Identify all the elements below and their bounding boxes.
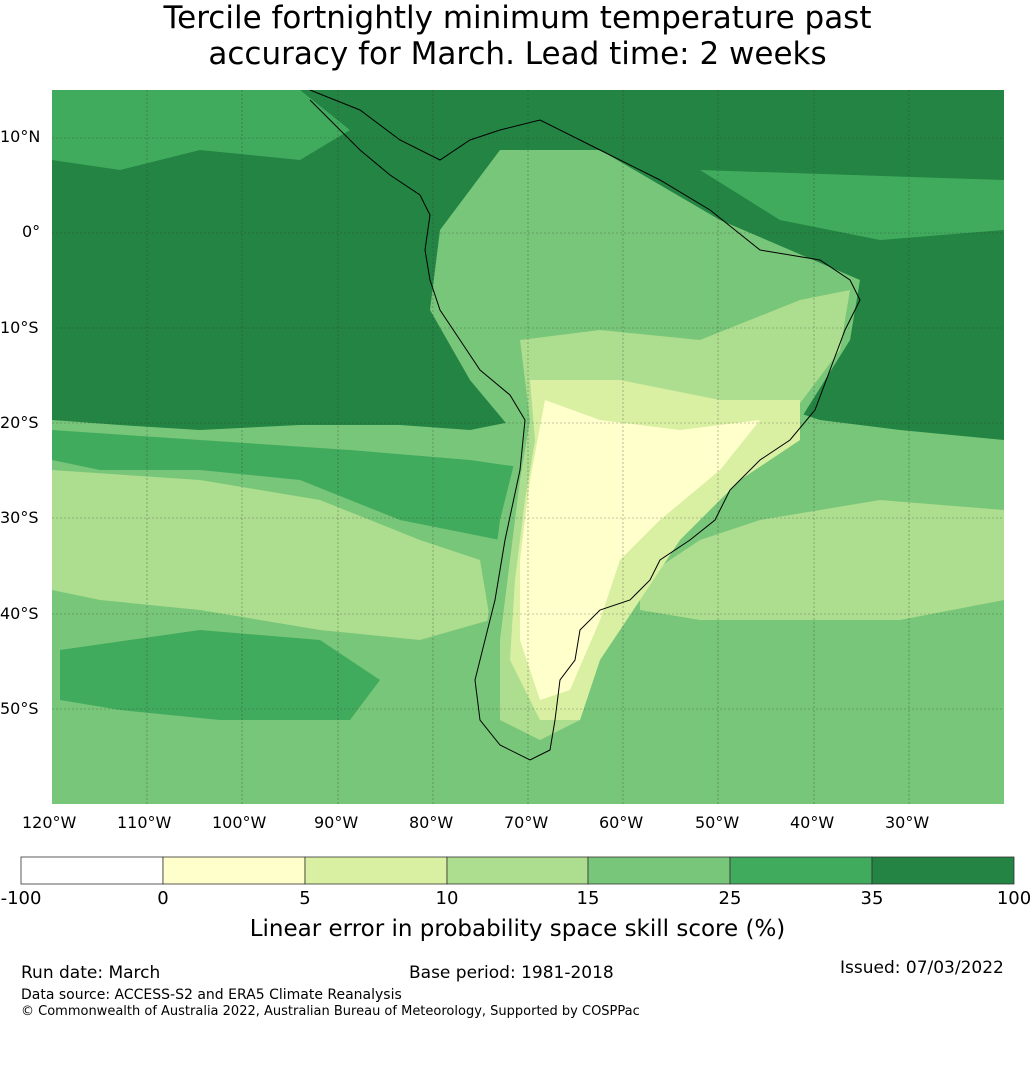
- lat-label-10s: 10°S: [0, 318, 39, 337]
- skill-region-light-west: [52, 470, 490, 640]
- lon-label-110w: 110°W: [117, 813, 172, 832]
- chart-title-line2: accuracy for March. Lead time: 2 weeks: [208, 36, 827, 72]
- issued-date: Issued: 07/03/2022: [840, 958, 1004, 978]
- lon-label-40w: 40°W: [790, 813, 835, 832]
- lat-label-40s: 40°S: [0, 604, 39, 623]
- chart-title-line1: Tercile fortnightly minimum temperature …: [163, 0, 872, 36]
- colorbar-segment-1: [162, 856, 306, 885]
- colorbar-tick-15: 15: [576, 888, 600, 909]
- colorbar-tick-neg100: -100: [0, 888, 42, 909]
- colorbar-segment-6: [871, 856, 1015, 885]
- copyright: © Commonwealth of Australia 2022, Austra…: [21, 1004, 640, 1019]
- skill-region-mid-north: [52, 90, 350, 170]
- lon-label-90w: 90°W: [314, 813, 359, 832]
- graticule: [52, 90, 1004, 804]
- lon-label-100w: 100°W: [212, 813, 267, 832]
- lon-label-80w: 80°W: [409, 813, 454, 832]
- lon-label-60w: 60°W: [599, 813, 644, 832]
- lon-label-30w: 30°W: [885, 813, 930, 832]
- skill-region-light-east: [640, 500, 1004, 620]
- colorbar: [20, 856, 1015, 885]
- coastline-south-america: [309, 90, 861, 761]
- lon-label-50w: 50°W: [695, 813, 740, 832]
- colorbar-tick-35: 35: [860, 888, 884, 909]
- lat-label-10n: 10°N: [0, 127, 41, 146]
- colorbar-segment-0: [20, 856, 164, 885]
- colorbar-tick-100: 100: [996, 888, 1032, 909]
- lat-label-20s: 20°S: [0, 413, 39, 432]
- lon-label-120w: 120°W: [22, 813, 77, 832]
- lon-label-70w: 70°W: [504, 813, 549, 832]
- skill-region-continent-lowest: [520, 400, 760, 700]
- colorbar-tick-25: 25: [718, 888, 742, 909]
- skill-region-mid-south: [60, 630, 380, 720]
- colorbar-tick-0: 0: [157, 888, 169, 909]
- colorbar-segment-5: [729, 856, 873, 885]
- lat-label-30s: 30°S: [0, 508, 39, 527]
- data-source: Data source: ACCESS-S2 and ERA5 Climate …: [21, 987, 402, 1003]
- skill-region-mid-east: [700, 170, 1004, 240]
- colorbar-tick-10: 10: [435, 888, 459, 909]
- base-period: Base period: 1981-2018: [409, 963, 614, 983]
- colorbar-segment-3: [446, 856, 589, 885]
- lat-label-0: 0°: [22, 222, 41, 241]
- colorbar-segment-4: [587, 856, 731, 885]
- colorbar-label: Linear error in probability space skill …: [249, 916, 786, 942]
- colorbar-tick-5: 5: [299, 888, 311, 909]
- colorbar-segment-2: [304, 856, 448, 885]
- skill-region-mid-band: [52, 430, 560, 540]
- run-date: Run date: March: [21, 963, 161, 983]
- lat-label-50s: 50°S: [0, 699, 39, 718]
